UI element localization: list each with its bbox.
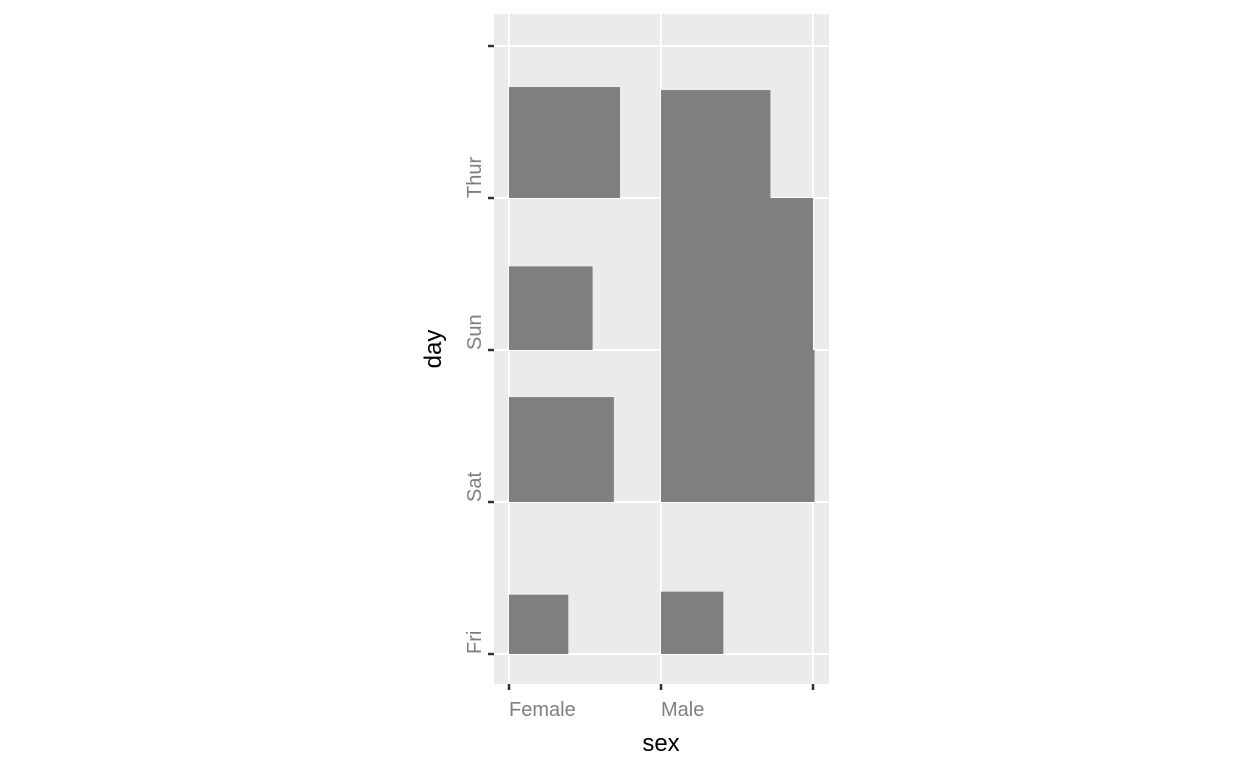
y-tick-label: Sun	[464, 314, 486, 350]
axes: Female Male Fri Sat Sun Thur	[464, 44, 815, 721]
y-tick-label: Sat	[464, 472, 486, 502]
mosaic-bar-female-sun	[509, 266, 593, 350]
bars	[509, 87, 815, 654]
y-axis-title: day	[420, 330, 447, 369]
mosaic-bar-male-thur	[661, 90, 771, 198]
y-tick-label: Fri	[464, 631, 486, 654]
x-tick-label: Female	[509, 699, 576, 721]
mosaic-bar-male-sun	[661, 198, 813, 350]
mosaic-bar-male-sat	[661, 350, 815, 502]
mosaic-bar-female-thur	[509, 87, 620, 198]
mosaic-bar-male-fri	[661, 591, 724, 654]
x-tick-label: Male	[661, 699, 704, 721]
mosaic-bar-female-fri	[509, 594, 569, 654]
mosaic-bar-female-sat	[509, 397, 614, 502]
x-axis-title: sex	[642, 730, 679, 757]
y-tick-label: Thur	[464, 157, 486, 198]
